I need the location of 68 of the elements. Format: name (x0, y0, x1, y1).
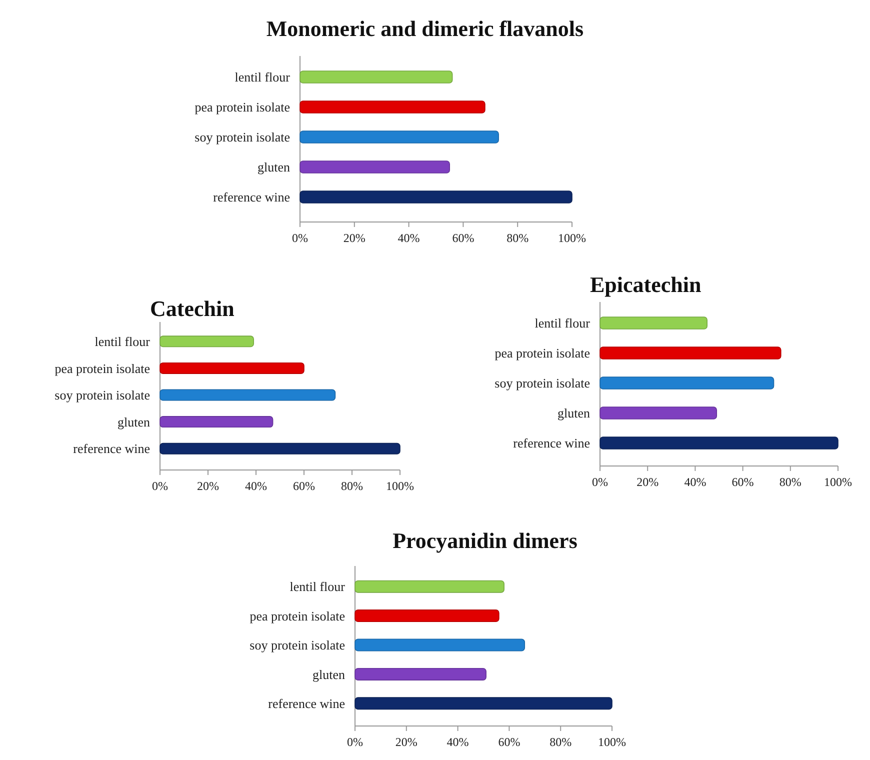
x-tick-label: 60% (293, 479, 315, 493)
x-tick-label: 0% (152, 479, 168, 493)
bar (600, 346, 782, 360)
bar (160, 442, 400, 454)
y-tick-label: pea protein isolate (494, 346, 590, 361)
y-tick-label: soy protein isolate (194, 130, 290, 145)
y-tick-label: reference wine (513, 436, 590, 451)
y-tick-label: soy protein isolate (494, 376, 590, 391)
y-tick-label: pea protein isolate (54, 360, 150, 376)
x-tick-label: 60% (452, 231, 474, 245)
x-tick-label: 0% (292, 231, 308, 245)
y-tick-label: lentil flour (534, 316, 591, 331)
chart-title: Catechin (150, 296, 234, 321)
y-tick-label: soy protein isolate (54, 388, 150, 403)
bar (600, 406, 718, 420)
x-tick-label: 20% (636, 475, 659, 489)
x-tick-label: 80% (506, 231, 529, 245)
x-tick-label: 0% (592, 475, 608, 489)
y-tick-label: lentil flour (290, 579, 346, 594)
x-tick-label: 40% (446, 735, 469, 749)
x-tick-label: 80% (779, 475, 802, 489)
bar (160, 416, 274, 428)
x-tick-label: 0% (347, 735, 363, 749)
bar (160, 362, 304, 374)
y-tick-label: gluten (312, 666, 346, 682)
bar (354, 610, 500, 622)
y-tick-label: reference wine (73, 441, 150, 456)
y-tick-label: reference wine (213, 190, 290, 205)
x-tick-label: 40% (398, 231, 420, 245)
bar (300, 160, 450, 174)
bar (160, 336, 254, 348)
x-tick-label: 80% (341, 479, 363, 493)
chart-title: Procyanidin dimers (392, 528, 578, 553)
x-tick-label: 40% (684, 475, 706, 489)
bar (600, 376, 774, 390)
y-tick-label: gluten (118, 414, 150, 430)
y-tick-label: gluten (258, 160, 290, 175)
y-tick-label: lentil flour (94, 334, 151, 349)
x-tick-label: 100% (558, 231, 586, 245)
x-tick-label: 40% (245, 479, 267, 493)
x-tick-label: 100% (598, 735, 626, 749)
x-tick-label: 20% (197, 479, 219, 493)
y-tick-label: lentil flour (234, 70, 291, 85)
y-tick-label: pea protein isolate (194, 100, 290, 115)
x-tick-label: 20% (343, 231, 366, 245)
bar (354, 668, 486, 680)
bar (300, 100, 486, 114)
bar (300, 70, 453, 84)
x-tick-label: 20% (395, 735, 418, 749)
x-tick-label: 80% (550, 735, 572, 749)
bar (354, 580, 504, 593)
chart-title: Epicatechin (590, 272, 702, 297)
chart-title: Monomeric and dimeric flavanols (266, 16, 584, 41)
x-tick-label: 60% (498, 735, 520, 749)
x-tick-label: 60% (732, 475, 754, 489)
y-tick-label: pea protein isolate (250, 608, 346, 624)
bar (600, 436, 838, 450)
bar (600, 316, 708, 330)
bar (300, 130, 499, 144)
bar (354, 697, 612, 710)
bar (354, 638, 526, 652)
y-tick-label: gluten (558, 406, 590, 421)
x-tick-label: 100% (824, 475, 852, 489)
x-tick-label: 100% (386, 479, 414, 493)
y-tick-label: reference wine (268, 696, 346, 711)
bar (300, 190, 572, 204)
bar (160, 389, 336, 401)
y-tick-label: soy protein isolate (250, 638, 346, 653)
